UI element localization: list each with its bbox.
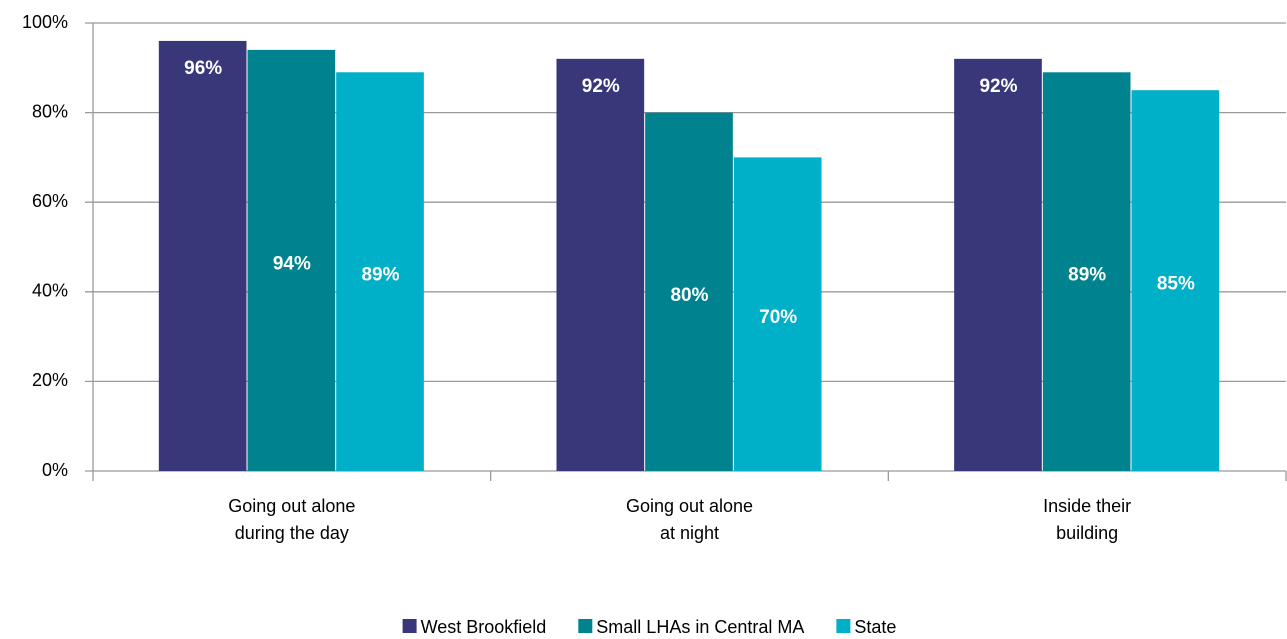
bar <box>645 112 733 471</box>
x-tick-label: Going out alone at night <box>625 496 754 543</box>
bar <box>1042 72 1131 471</box>
legend-swatch <box>836 619 851 633</box>
x-tick-label: Going out alone during the day <box>228 496 356 543</box>
value-label: 92% <box>979 76 1017 97</box>
value-label: 89% <box>1068 265 1106 286</box>
bar <box>247 49 336 471</box>
value-label: 85% <box>1157 274 1195 295</box>
value-label: 96% <box>184 58 222 79</box>
value-label: 89% <box>361 265 399 286</box>
y-tick-label: 80% <box>32 101 68 121</box>
y-tick-label: 0% <box>42 460 68 480</box>
y-tick-label: 100% <box>22 12 68 32</box>
x-tick-label: Inside their building <box>1043 496 1132 543</box>
bar <box>1131 90 1220 471</box>
legend-swatch <box>578 619 593 633</box>
value-label: 80% <box>670 285 708 306</box>
legend-label: West Brookfield <box>421 617 547 637</box>
y-tick-label: 20% <box>32 370 68 390</box>
bar <box>556 58 645 472</box>
bar <box>158 40 247 472</box>
legend-label: Small LHAs in Central MA <box>596 617 804 637</box>
value-label: 70% <box>759 307 797 328</box>
bar <box>733 157 822 471</box>
bar <box>954 58 1042 472</box>
y-tick-label: 60% <box>32 191 68 211</box>
y-tick-label: 40% <box>32 281 68 301</box>
bar <box>336 72 424 471</box>
legend-swatch <box>402 619 417 633</box>
value-label: 92% <box>582 76 620 97</box>
legend-label: State <box>854 617 896 637</box>
value-label: 94% <box>273 253 311 274</box>
